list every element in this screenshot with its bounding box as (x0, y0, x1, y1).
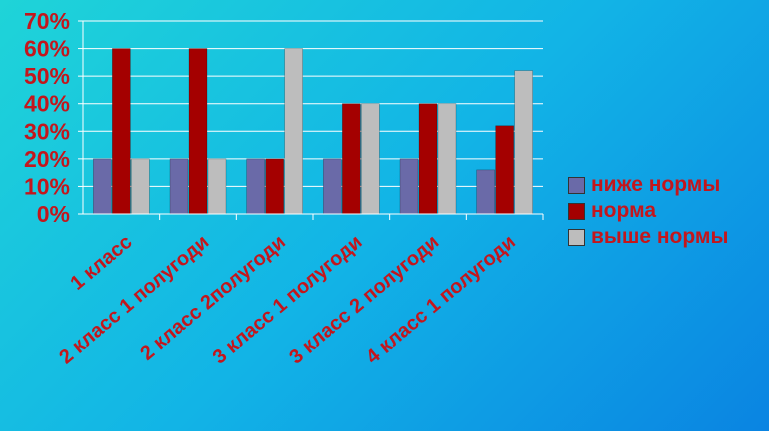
y-tick-label: 20% (24, 146, 70, 172)
x-category-label: 3 класс 1 полугоди (209, 231, 367, 368)
y-tick-label: 40% (24, 91, 70, 117)
bar (112, 48, 131, 215)
bar (495, 125, 514, 215)
bar (399, 158, 419, 215)
bar (418, 103, 438, 215)
legend-label-norm: норма (591, 199, 656, 222)
x-category-label: 4 класс 1 полугоди (362, 231, 520, 368)
y-tick-label: 10% (24, 173, 70, 199)
bar (169, 158, 189, 215)
y-tick-label: 60% (24, 36, 70, 62)
y-tick-label: 30% (24, 118, 70, 144)
bar (284, 48, 303, 215)
bar (514, 70, 533, 215)
bar (207, 158, 227, 215)
bar (323, 158, 342, 215)
bars (93, 48, 533, 215)
x-category-label: 2 класс 2полугоди (136, 231, 290, 365)
legend: ниже нормы норма выше нормы (568, 172, 728, 250)
legend-swatch-below-norm (568, 176, 585, 194)
x-category-label: 1 класс (66, 231, 136, 295)
bar (342, 103, 361, 215)
bar (265, 158, 284, 215)
bar (361, 103, 380, 215)
legend-swatch-above-norm (568, 228, 585, 246)
bar (246, 158, 265, 215)
y-tick-label: 0% (37, 201, 70, 227)
x-category-label: 3 класс 2 полугоди (285, 231, 443, 368)
bar (93, 158, 112, 215)
bar (131, 158, 150, 215)
x-category-label: 2 класс 1 полугоди (55, 231, 213, 368)
y-axis-tick-labels: 0%10%20%30%40%50%60%70% (24, 8, 70, 227)
y-tick-label: 70% (24, 8, 70, 34)
bar (188, 48, 208, 215)
legend-label-above-norm: выше нормы (591, 225, 729, 248)
legend-swatch-norm (568, 202, 585, 220)
axes (78, 20, 544, 220)
bar (437, 103, 457, 215)
bar (476, 169, 495, 215)
legend-item-norm: норма (568, 198, 728, 224)
gridlines (83, 20, 543, 187)
legend-item-below-norm: ниже нормы (568, 172, 728, 198)
legend-label-below-norm: ниже нормы (591, 173, 721, 196)
y-tick-label: 50% (24, 63, 70, 89)
legend-item-above-norm: выше нормы (568, 224, 728, 250)
